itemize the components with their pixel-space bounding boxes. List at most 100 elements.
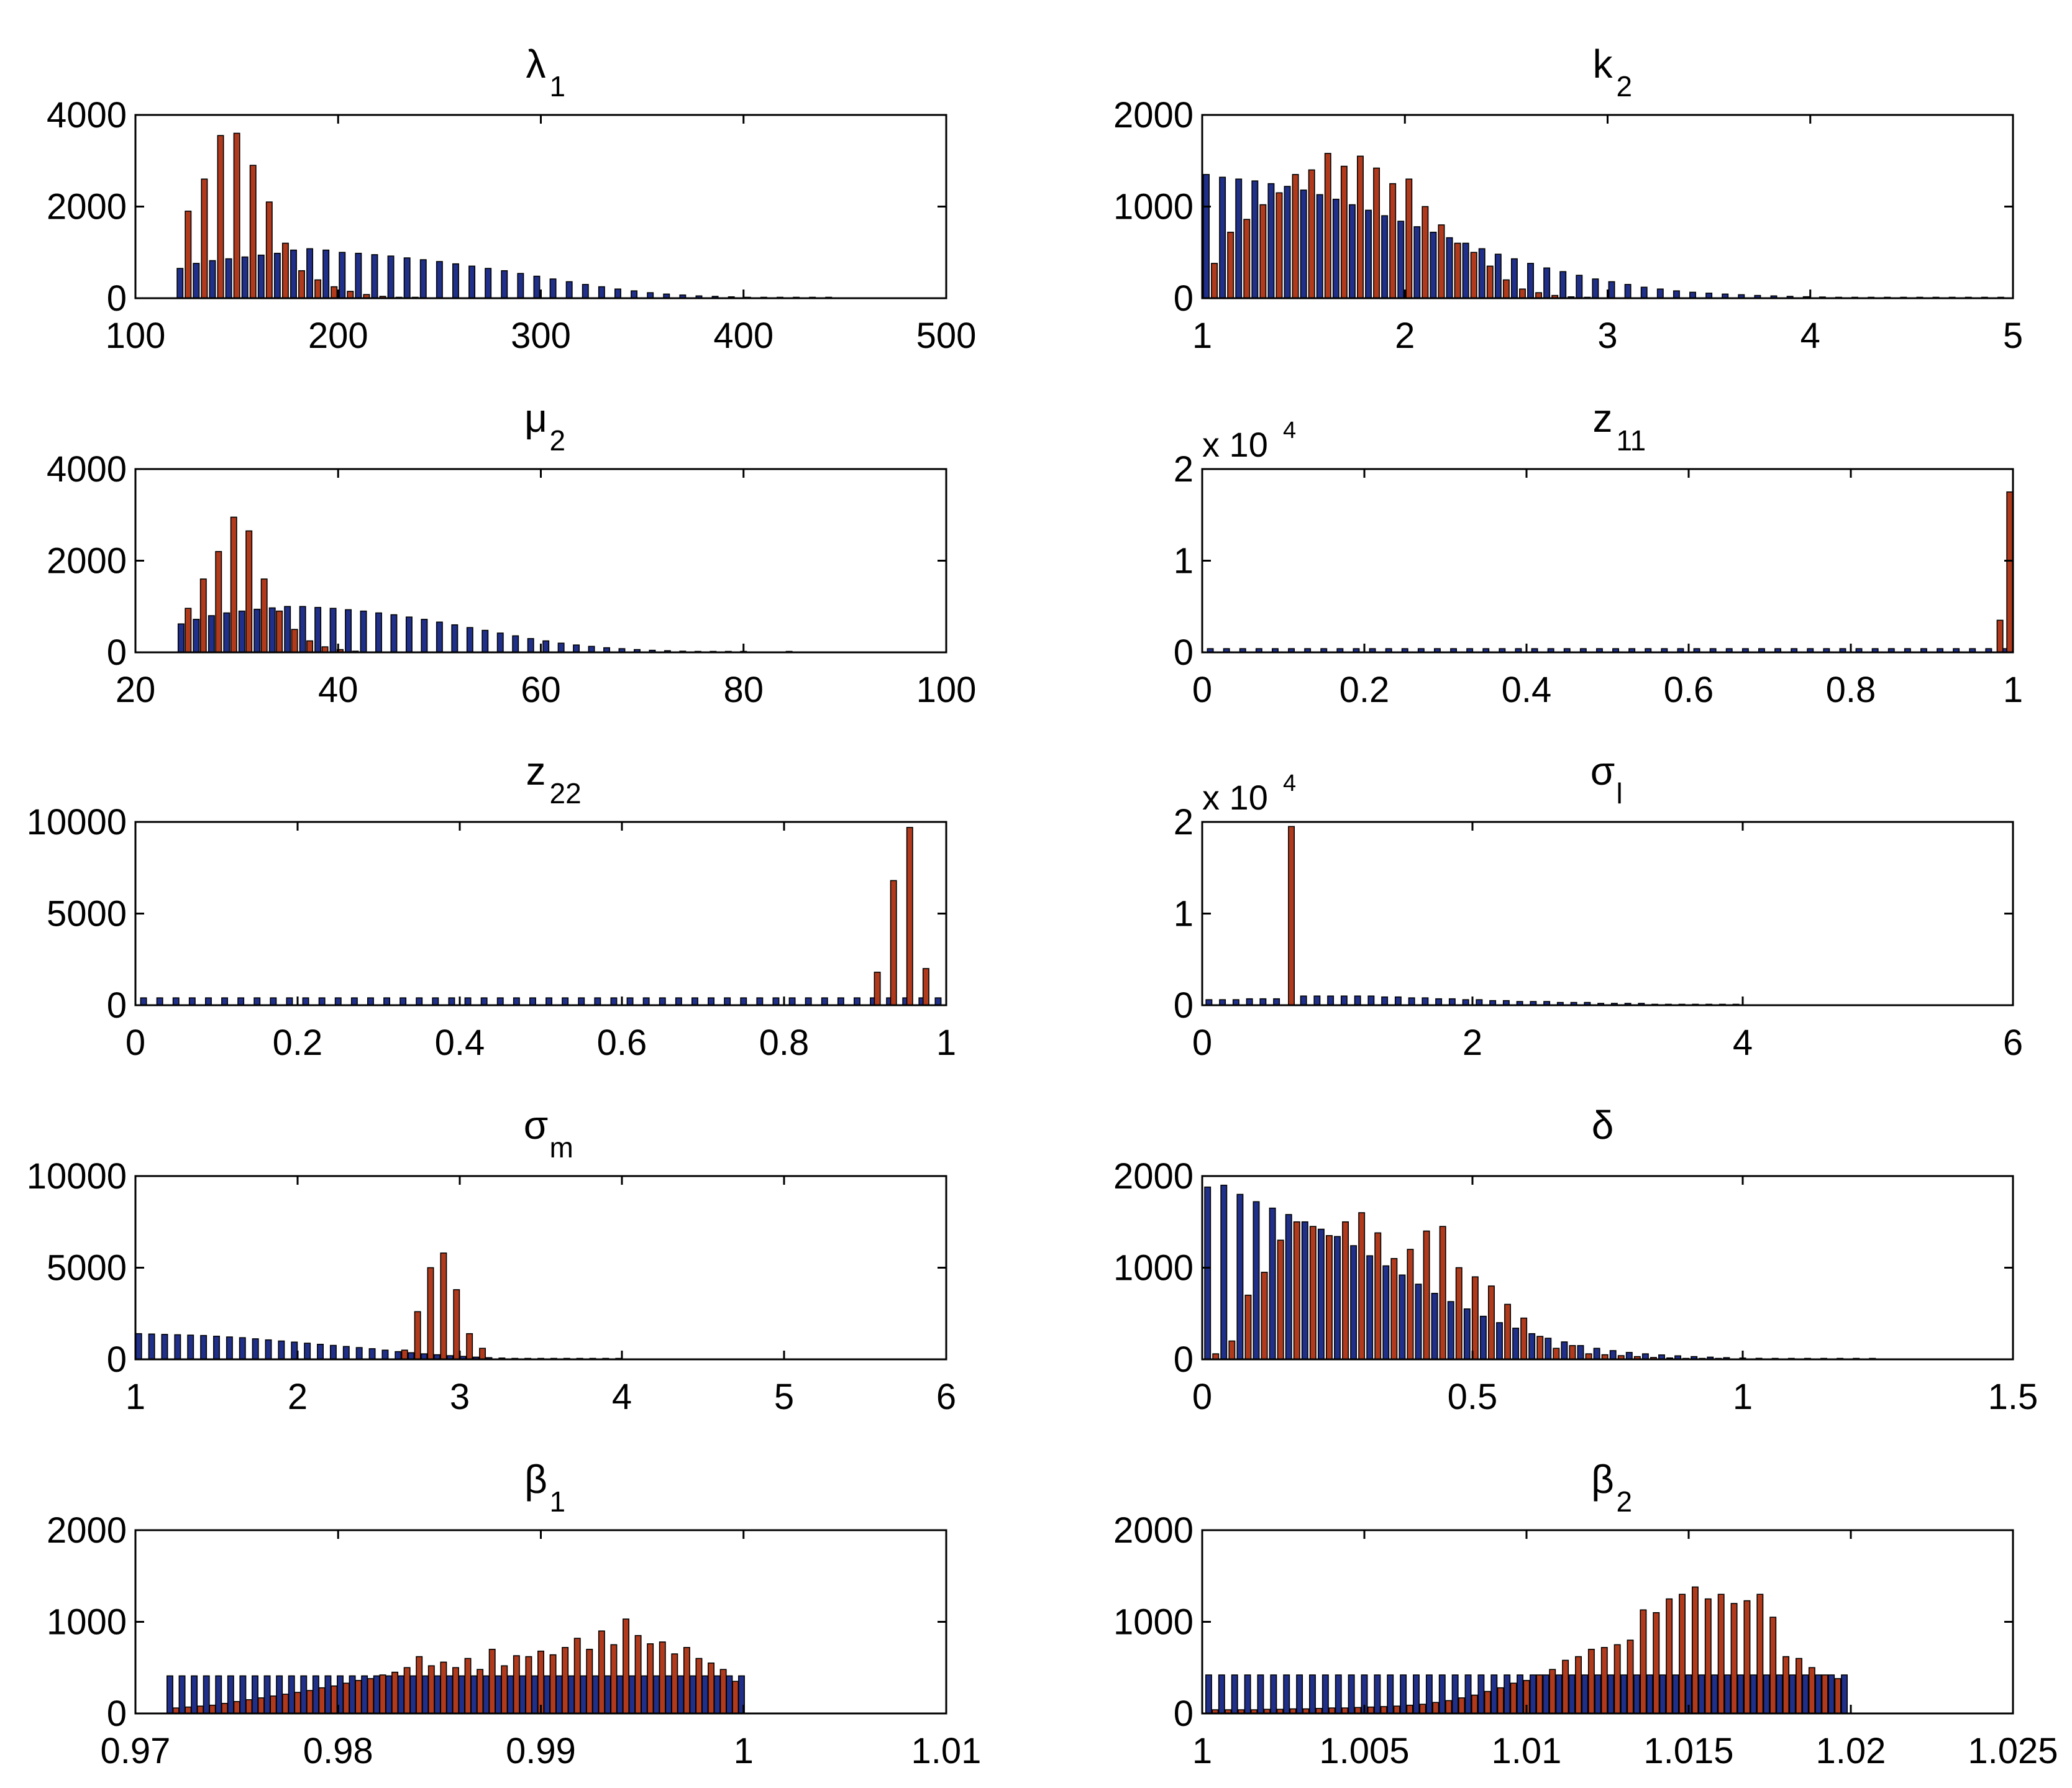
subplot-title-subscript: 1 (550, 70, 566, 103)
bar-prior (204, 997, 212, 1006)
bar-prior (193, 619, 200, 653)
bar-prior (1335, 1674, 1342, 1714)
bar-prior (1367, 995, 1375, 1006)
bar-prior (1236, 1193, 1244, 1360)
bar-posterior (1470, 252, 1477, 299)
bar-prior (567, 1675, 575, 1714)
x-tick-label: 1.01 (1492, 1731, 1562, 1771)
bar-prior (1321, 1674, 1329, 1714)
bar-posterior (1569, 1345, 1576, 1360)
bar-prior (253, 997, 261, 1006)
bar-posterior (391, 1671, 399, 1714)
bar-prior (252, 1675, 258, 1714)
bar-posterior (342, 1682, 350, 1714)
bar-posterior (185, 608, 192, 653)
bar-prior (1477, 1674, 1485, 1714)
bar-prior (1399, 1274, 1406, 1360)
bar-prior (543, 1675, 550, 1714)
bar-prior (501, 270, 508, 299)
x-tick-label: 6 (2003, 1023, 2023, 1063)
y-multiplier-exponent: 4 (1283, 770, 1296, 796)
subplot-z22: 0 0.2 0.4 0.6 0.8 1 0 5000 10000 z 22 (27, 749, 956, 1063)
axes-frame (1201, 468, 2014, 654)
bar-prior (371, 254, 378, 299)
y-tick-label: 2 (1174, 449, 1193, 490)
y-tick-label: 0 (1174, 278, 1193, 319)
subplot-lambda1: 100 200 300 400 500 0 2000 4000 λ 1 (47, 42, 976, 356)
x-tick-label: 0.6 (1664, 670, 1714, 710)
bar-posterior (598, 1630, 605, 1714)
y-tick-label: 10000 (27, 802, 127, 842)
bar-posterior (265, 201, 273, 299)
x-tick-label: 4 (1733, 1023, 1753, 1063)
bar-posterior (1455, 1267, 1463, 1360)
bar-prior (1251, 180, 1259, 299)
bar-prior (1218, 1674, 1225, 1714)
bar-posterior (1653, 1612, 1660, 1714)
bar-prior (290, 249, 297, 299)
subplot-title: β (524, 1457, 547, 1502)
bar-posterior (1756, 1594, 1764, 1714)
bar-prior (1750, 1674, 1757, 1714)
y-tick-label: 0 (107, 1694, 127, 1734)
bar-prior (653, 1675, 660, 1714)
bar-prior (203, 1675, 210, 1714)
y-tick-label: 5000 (47, 1248, 127, 1289)
bar-posterior (1519, 288, 1526, 299)
bar-prior (468, 265, 476, 299)
bar-posterior (453, 1289, 460, 1360)
y-tick-label: 2000 (47, 541, 127, 582)
bar-posterior (573, 1638, 581, 1714)
bar-prior (342, 1346, 350, 1360)
bar-posterior (221, 1702, 229, 1714)
bar-prior (549, 278, 557, 299)
bar-posterior (318, 1687, 326, 1714)
bar-posterior (367, 1678, 374, 1714)
bar-posterior (1309, 1226, 1317, 1360)
bar-prior (1607, 1674, 1615, 1714)
bar-prior (135, 1333, 142, 1360)
bar-prior (286, 997, 293, 1006)
bar-posterior (1834, 1678, 1842, 1714)
bar-prior (1301, 1221, 1308, 1360)
bar-prior (381, 1349, 389, 1360)
bar-posterior (1357, 155, 1364, 299)
bar-prior (187, 1334, 194, 1360)
bar-prior (209, 260, 216, 299)
bar-prior (1348, 204, 1356, 299)
subplot-title: z (526, 749, 546, 793)
axes-frame (1201, 821, 2014, 1006)
axes-frame (1201, 114, 2014, 299)
bar-prior (1269, 1207, 1276, 1360)
bar-prior (772, 997, 780, 1006)
bar-prior (1382, 1265, 1390, 1360)
x-tick-label: 0.2 (1339, 670, 1390, 710)
bar-posterior (1277, 1239, 1284, 1360)
bar-prior (1561, 1341, 1568, 1360)
bar-prior (1267, 183, 1275, 299)
x-tick-label: 1.02 (1816, 1731, 1886, 1771)
bar-prior (598, 286, 605, 299)
bar-prior (1354, 995, 1361, 1006)
bar-prior (188, 997, 196, 1006)
bar-prior (565, 281, 573, 299)
bar-posterior (215, 550, 222, 653)
bar-prior (545, 997, 553, 1006)
bar-prior (1283, 1674, 1290, 1714)
axes-frame (134, 1175, 947, 1361)
bar-prior (1462, 242, 1469, 299)
bar-prior (641, 1675, 648, 1714)
x-tick-label: 1.5 (1988, 1377, 2038, 1417)
bar-prior (1559, 271, 1567, 299)
bar-prior (148, 1333, 155, 1360)
bar-posterior (355, 1680, 362, 1714)
bar-posterior (537, 1650, 544, 1714)
bar-posterior (298, 270, 305, 299)
bar-posterior (1553, 1348, 1560, 1360)
bar-posterior (525, 1656, 532, 1714)
bar-prior (1528, 1333, 1536, 1360)
y-tick-label: 0 (1174, 985, 1193, 1026)
bar-prior (312, 1675, 319, 1714)
y-tick-label: 0 (107, 985, 127, 1026)
